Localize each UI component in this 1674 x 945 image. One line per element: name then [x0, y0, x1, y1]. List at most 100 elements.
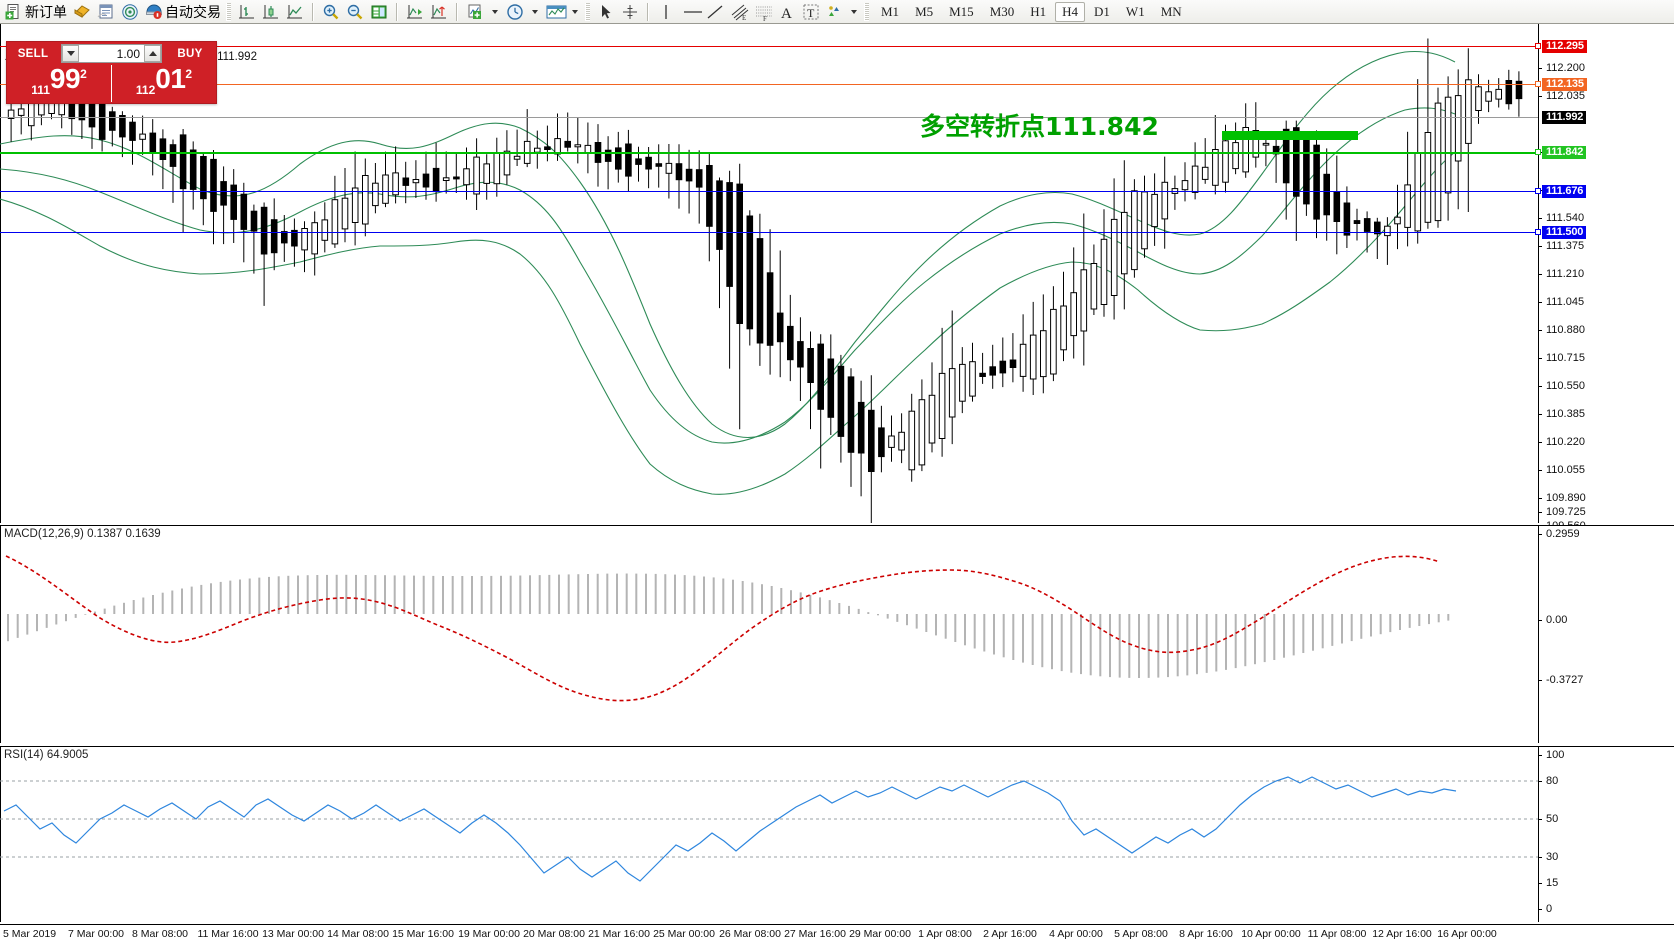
auto-scroll-button[interactable]: [427, 1, 451, 23]
price-tag-support-1[interactable]: 111.676: [1535, 185, 1587, 198]
macd-signal-line: [5, 555, 1441, 702]
candlestick-chart-button[interactable]: [259, 1, 283, 23]
cursor-button[interactable]: [594, 1, 618, 23]
rsi-tick: 15: [1538, 877, 1674, 890]
cursor-icon: [597, 3, 615, 21]
macd-pane[interactable]: MACD(12,26,9) 0.1387 0.1639 0.2959 0.00 …: [0, 525, 1674, 743]
price-tag-last[interactable]: 111.992: [1542, 111, 1587, 124]
vertical-line-button[interactable]: [654, 1, 678, 23]
price-tag-value: 111.676: [1546, 185, 1584, 197]
volume-input[interactable]: 1.00: [116, 46, 140, 61]
autotrade-button[interactable]: 自动交易: [142, 1, 224, 23]
price-plot[interactable]: 多空转折点111.842: [0, 24, 1538, 523]
equidistant-channel-button[interactable]: E: [726, 1, 750, 23]
timeframe-m1[interactable]: M1: [881, 3, 900, 19]
fibonacci-button[interactable]: F: [750, 1, 774, 23]
horizontal-line-button[interactable]: [678, 1, 702, 23]
autotrade-icon: [145, 3, 163, 21]
trendline-button[interactable]: [702, 1, 726, 23]
toolbar-grip-charts[interactable]: [226, 2, 231, 21]
objects-dropdown-arrow[interactable]: [851, 9, 857, 14]
templates-button[interactable]: [543, 1, 567, 23]
timeframe-m30[interactable]: M30: [989, 3, 1015, 19]
time-label: 12 Apr 16:00: [1372, 928, 1432, 940]
price-axis[interactable]: 112.200 112.035 111.870 111.705 111.540 …: [1535, 24, 1674, 532]
timeframe-d1[interactable]: D1: [1094, 3, 1110, 19]
period-dropdown-arrow[interactable]: [532, 9, 538, 14]
level-line-ask: [0, 46, 1538, 47]
price-tag-resistance[interactable]: 112.135: [1535, 78, 1587, 91]
price-tick: 110.220: [1538, 436, 1674, 449]
ask-price-point: 2: [185, 67, 193, 81]
one-click-trading-panel[interactable]: SELL 1.00 BUY 111 99 2 112 01 2: [6, 41, 217, 104]
level-line-last: [0, 117, 1538, 118]
volume-increase-button[interactable]: [144, 45, 161, 62]
timeframe-m15[interactable]: M15: [949, 3, 974, 19]
macd-series-svg: [5, 555, 1450, 702]
timeframe-m5[interactable]: M5: [915, 3, 934, 19]
price-tag-turning-point[interactable]: 111.842: [1535, 146, 1587, 159]
chart-window-list-button[interactable]: [367, 1, 391, 23]
time-label: 27 Mar 16:00: [784, 928, 846, 940]
rsi-pane[interactable]: RSI(14) 64.9005 100 80 50 30 15 0: [0, 746, 1674, 922]
buy-button[interactable]: BUY: [177, 47, 203, 60]
timeframe-mn[interactable]: MN: [1160, 3, 1182, 19]
time-label: 15 Mar 16:00: [392, 928, 454, 940]
period-button[interactable]: [503, 1, 527, 23]
zoom-out-button[interactable]: [343, 1, 367, 23]
chart-annotation-bar: [1222, 131, 1358, 140]
templates-dropdown-arrow[interactable]: [572, 9, 578, 14]
chart-shift-button[interactable]: [403, 1, 427, 23]
price-tag-value: 111.992: [1546, 111, 1584, 123]
timeframe-h4[interactable]: H4: [1055, 1, 1086, 22]
price-tag-value: 111.500: [1546, 226, 1584, 238]
time-axis[interactable]: 5 Mar 2019 7 Mar 00:00 8 Mar 08:00 11 Ma…: [0, 924, 1674, 945]
toolbar-grip-timeframes[interactable]: [864, 2, 869, 21]
macd-axis[interactable]: 0.2959 0.00 -0.3727: [1538, 526, 1674, 743]
macd-plot[interactable]: [0, 526, 1538, 743]
horizontal-line-icon: [681, 3, 702, 21]
vertical-line-icon: [657, 3, 675, 21]
time-label: 21 Mar 16:00: [588, 928, 650, 940]
rsi-pane-left-border: [0, 747, 1, 922]
sell-button[interactable]: SELL: [17, 47, 49, 60]
price-tag-ask[interactable]: 112.295: [1535, 40, 1587, 53]
volume-decrease-button[interactable]: [62, 45, 79, 62]
zoom-in-button[interactable]: [319, 1, 343, 23]
line-chart-button[interactable]: [283, 1, 307, 23]
price-pane-left-border: [0, 24, 1, 523]
time-label: 29 Mar 00:00: [849, 928, 911, 940]
text-button[interactable]: A: [774, 1, 798, 23]
bollinger-lower-line: [0, 151, 1456, 495]
crosshair-button[interactable]: [618, 1, 642, 23]
metaeditor-button[interactable]: [70, 1, 94, 23]
rsi-plot[interactable]: [0, 747, 1538, 922]
data-window-button[interactable]: [94, 1, 118, 23]
indicators-dropdown-arrow[interactable]: [492, 9, 498, 14]
price-tick: 112.200: [1538, 62, 1674, 75]
chart-window[interactable]: USDJPY-,H4 112.006 112.025 111.966 111.9…: [0, 24, 1674, 945]
rsi-axis[interactable]: 100 80 50 30 15 0: [1538, 747, 1674, 922]
price-series-svg: [0, 38, 1523, 523]
equidistant-channel-icon: E: [729, 3, 749, 21]
timeframe-h1[interactable]: H1: [1030, 3, 1047, 19]
volume-stepper[interactable]: 1.00: [61, 44, 162, 63]
time-label: 26 Mar 08:00: [719, 928, 781, 940]
time-label: 5 Mar 2019: [3, 928, 57, 940]
bar-chart-button[interactable]: [235, 1, 259, 23]
toolbar-grip-drawing[interactable]: [585, 2, 590, 21]
bid-price[interactable]: 111 99 2: [7, 65, 112, 102]
text-label-button[interactable]: T: [798, 1, 822, 23]
main-toolbar: 新订单: [0, 0, 1674, 24]
ask-price[interactable]: 112 01 2: [112, 65, 216, 102]
new-order-button[interactable]: 新订单: [2, 1, 70, 23]
time-label: 2 Apr 16:00: [983, 928, 1037, 940]
price-pane[interactable]: USDJPY-,H4 112.006 112.025 111.966 111.9…: [0, 24, 1674, 532]
objects-button[interactable]: [822, 1, 846, 23]
price-tag-support-2[interactable]: 111.500: [1535, 226, 1587, 239]
indicators-button[interactable]: [463, 1, 487, 23]
rsi-tick: 80: [1538, 775, 1674, 788]
timeframe-w1[interactable]: W1: [1125, 3, 1145, 19]
navigator-button[interactable]: [118, 1, 142, 23]
price-tick: 110.880: [1538, 324, 1674, 337]
